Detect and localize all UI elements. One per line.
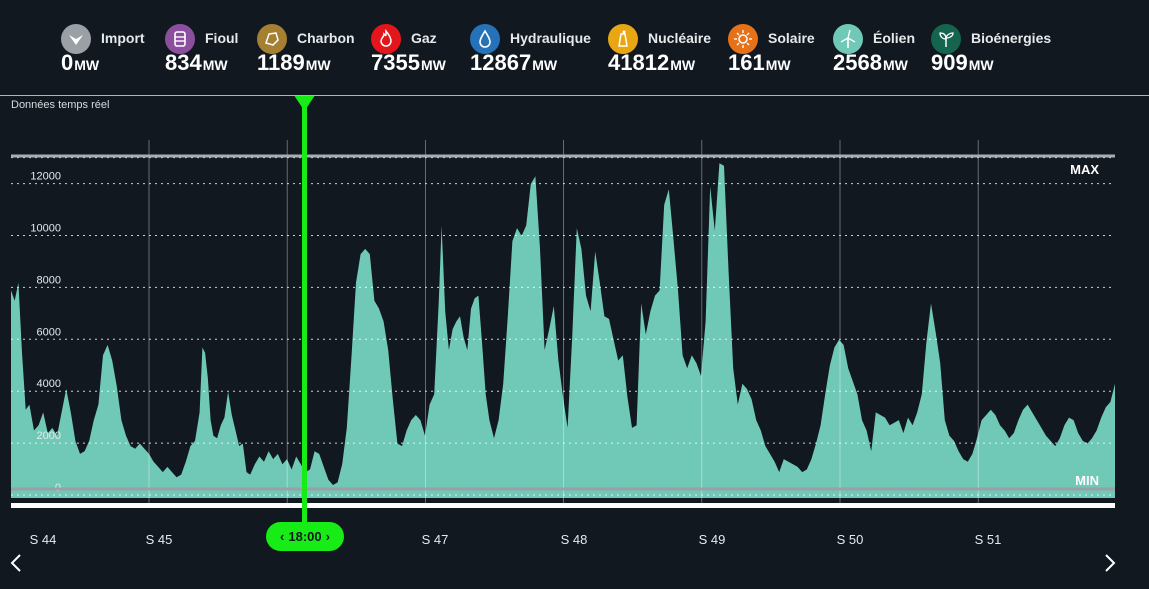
coal-icon [257, 24, 287, 54]
cursor-time: 18:00 [288, 529, 322, 544]
next-period-button[interactable] [1100, 551, 1120, 575]
source-unit: MW [305, 57, 331, 73]
y-tick-label: 4000 [37, 378, 61, 390]
oil-barrel-icon [165, 24, 195, 54]
x-axis-baseline [11, 503, 1115, 508]
source-value: 0MW [61, 50, 99, 76]
source-unit: MW [882, 57, 908, 73]
source-name: Hydraulique [510, 30, 591, 46]
chevron-right-icon: › [325, 529, 330, 544]
source-unit: MW [765, 57, 791, 73]
max-label: MAX [1070, 162, 1099, 177]
source-unit: MW [74, 57, 100, 73]
source-value: 2568MW [833, 50, 908, 76]
source-name: Bioénergies [971, 30, 1052, 46]
chevron-left-icon: ‹ [280, 529, 285, 544]
source-unit: MW [968, 57, 994, 73]
source-number: 2568 [833, 50, 882, 75]
source-number: 1189 [257, 50, 305, 75]
week-label: S 50 [837, 532, 864, 547]
source-unit: MW [202, 57, 228, 73]
source-value: 909MW [931, 50, 994, 76]
source-value: 41812MW [608, 50, 695, 76]
production-area [11, 163, 1115, 498]
week-label: S 45 [146, 532, 173, 547]
time-slider-handle[interactable]: ‹ 18:00 › [266, 522, 344, 551]
y-tick-label: 12000 [30, 171, 61, 183]
source-value: 1189MW [257, 50, 331, 76]
source-value: 7355MW [371, 50, 446, 76]
chevron-right-icon [1105, 554, 1116, 572]
chevron-left-icon [10, 554, 21, 572]
week-label: S 47 [422, 532, 449, 547]
source-name: Import [101, 30, 145, 46]
week-label: S 49 [699, 532, 726, 547]
y-tick-label: 2000 [37, 430, 61, 442]
source-unit: MW [420, 57, 446, 73]
production-chart[interactable]: 020004000600080001000012000MAXMINS 44S 4… [0, 96, 1149, 552]
realtime-label: Données temps réel [11, 99, 110, 111]
source-name: Gaz [411, 30, 437, 46]
week-label: S 44 [30, 532, 57, 547]
source-value: 161MW [728, 50, 791, 76]
source-name: Charbon [297, 30, 355, 46]
water-drop-icon [470, 24, 500, 54]
source-number: 0 [61, 50, 74, 75]
y-tick-label: 8000 [37, 274, 61, 286]
wind-turbine-icon [833, 24, 863, 54]
previous-period-button[interactable] [6, 551, 26, 575]
source-name: Fioul [205, 30, 239, 46]
nuclear-plant-icon [608, 24, 638, 54]
source-name: Éolien [873, 30, 916, 46]
sprout-icon [931, 24, 961, 54]
sun-icon [728, 24, 758, 54]
y-tick-label: 10000 [30, 223, 61, 235]
source-number: 41812 [608, 50, 670, 75]
source-name: Nucléaire [648, 30, 712, 46]
source-number: 909 [931, 50, 968, 75]
source-number: 7355 [371, 50, 420, 75]
header-divider [0, 95, 1149, 96]
time-cursor-marker [294, 96, 315, 111]
source-number: 12867 [470, 50, 532, 75]
min-label: MIN [1075, 473, 1099, 488]
source-unit: MW [670, 57, 696, 73]
source-unit: MW [532, 57, 558, 73]
source-number: 161 [728, 50, 765, 75]
week-label: S 48 [561, 532, 588, 547]
import-arrow-icon [61, 24, 91, 54]
y-tick-label: 6000 [37, 326, 61, 338]
source-name: Solaire [768, 30, 815, 46]
source-value: 12867MW [470, 50, 557, 76]
week-label: S 51 [975, 532, 1002, 547]
production-legend: Import 0MW Fioul 834MW Charbon 1189MW Gaz 7355M… [0, 0, 1149, 95]
source-value: 834MW [165, 50, 228, 76]
flame-icon [371, 24, 401, 54]
source-number: 834 [165, 50, 202, 75]
